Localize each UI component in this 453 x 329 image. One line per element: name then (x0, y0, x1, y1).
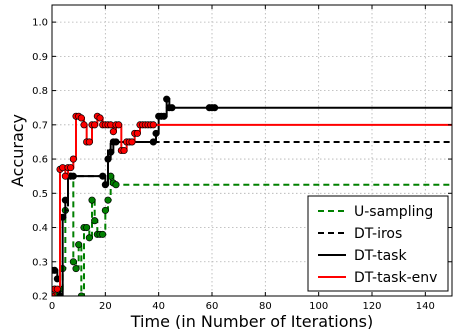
x-tick-label: 0 (49, 301, 55, 312)
plot-frame (51, 4, 453, 297)
data-point-dt-task-env (128, 138, 136, 146)
data-point-dt-task-env (91, 121, 99, 129)
data-point-dt-task-env (96, 114, 104, 122)
data-point-u-sampling (69, 258, 77, 266)
y-tick-label: 0.8 (32, 86, 48, 97)
data-point-dt-task-env (67, 164, 75, 172)
x-tick-label: 80 (259, 301, 272, 312)
data-point-dt-task (69, 172, 77, 180)
data-point-dt-task-env (69, 155, 77, 163)
data-point-dt-task-env (53, 285, 61, 293)
y-tick-label: 0.7 (32, 120, 48, 131)
data-point-u-sampling (75, 241, 83, 249)
x-tick-label: 120 (362, 301, 381, 312)
data-point-dt-task (160, 112, 168, 120)
series-dt-task-env (52, 112, 452, 296)
y-tick-label: 0.2 (32, 292, 48, 303)
data-point-dt-task (112, 138, 120, 146)
data-point-u-sampling (91, 217, 99, 225)
data-point-dt-task-env (120, 146, 128, 155)
data-point-dt-task-env (149, 121, 157, 129)
legend-label-u-sampling: U-sampling (354, 204, 433, 220)
data-point-u-sampling (83, 223, 91, 232)
data-point-dt-task-env (85, 138, 93, 146)
data-point-u-sampling (112, 181, 120, 189)
data-point-dt-task (107, 148, 115, 156)
x-tick-label: 140 (416, 301, 435, 312)
y-tick-label: 0.6 (32, 155, 48, 166)
data-point-dt-task (104, 155, 112, 163)
data-point-dt-task-env (77, 114, 85, 122)
x-tick-label: 20 (99, 301, 112, 312)
data-point-dt-task-env (61, 172, 69, 180)
data-point-dt-task (211, 104, 219, 112)
data-point-dt-task (152, 129, 160, 137)
y-tick-label: 1.0 (32, 18, 48, 29)
x-tick-label: 100 (309, 301, 328, 312)
data-point-dt-task-env (109, 128, 117, 136)
x-tick-label: 60 (206, 301, 219, 312)
data-point-dt-task (101, 181, 109, 189)
legend-label-dt-iros: DT-iros (354, 226, 402, 242)
y-tick-label: 0.9 (32, 52, 48, 63)
data-point-u-sampling (101, 206, 109, 214)
x-axis-label: Time (in Number of Iterations) (130, 312, 373, 329)
data-point-dt-task (61, 196, 69, 204)
y-tick-label: 0.5 (32, 189, 48, 200)
data-point-dt-task-env (80, 121, 88, 129)
legend-label-dt-task-env: DT-task-env (354, 270, 437, 286)
data-point-dt-task (163, 95, 171, 103)
data-point-u-sampling (72, 265, 80, 273)
legend-label-dt-task: DT-task (354, 248, 407, 264)
y-tick-label: 0.3 (32, 257, 48, 268)
data-point-dt-task-env (115, 121, 123, 129)
y-tick-label: 0.4 (32, 223, 48, 234)
data-point-dt-task (99, 172, 107, 180)
y-axis-label: Accuracy (8, 114, 27, 187)
legend: U-sampling DT-iros DT-task DT-task-env (307, 195, 449, 292)
data-point-dt-task-env (133, 129, 141, 137)
data-point-dt-task (52, 266, 59, 274)
data-point-dt-task (168, 104, 176, 112)
axis-ticks: 0 20 40 60 80 100 120 140 0.2 0.3 0.4 0.5 0.6 0.7 0.8 0… (32, 5, 452, 312)
data-point-u-sampling (85, 234, 93, 242)
data-point-u-sampling (88, 196, 96, 204)
data-point-dt-task (149, 138, 157, 146)
x-tick-label: 40 (152, 301, 165, 312)
data-point-u-sampling (99, 230, 107, 238)
data-point-u-sampling (104, 196, 112, 204)
plot-series (52, 95, 452, 296)
